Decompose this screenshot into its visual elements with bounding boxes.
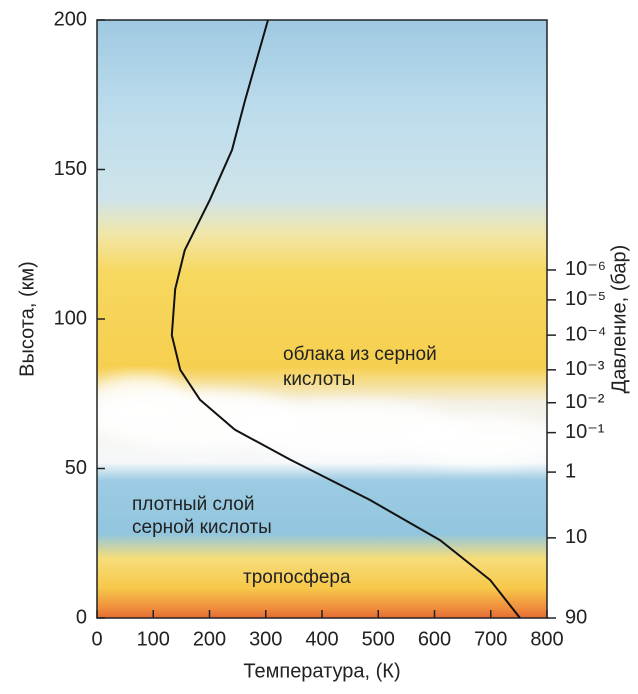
pressure-tick-label: 10⁻³ (565, 358, 605, 380)
x-tick-label: 200 (193, 628, 226, 650)
x-tick-label: 700 (474, 628, 507, 650)
x-tick-label: 800 (530, 628, 563, 650)
x-tick-label: 0 (91, 628, 102, 650)
pressure-tick-label: 10⁻⁵ (565, 288, 606, 310)
annotation: кислоты (283, 369, 355, 390)
x-tick-label: 600 (418, 628, 451, 650)
y-tick-label: 100 (54, 307, 87, 329)
y-axis-label: Высота, (км) (16, 261, 38, 377)
annotation: облака из серной (283, 344, 437, 365)
clouds (90, 375, 560, 465)
pressure-tick-label: 10⁻⁶ (565, 258, 606, 280)
y-tick-label: 200 (54, 8, 87, 30)
x-axis-label: Температура, (К) (243, 660, 400, 682)
annotation: плотный слой (132, 494, 254, 515)
y-tick-label: 50 (65, 457, 87, 479)
pressure-tick-label: 10⁻⁴ (565, 323, 606, 345)
temperature-line (170, 19, 521, 619)
x-tick-label: 300 (249, 628, 282, 650)
pressure-tick-label: 1 (565, 460, 576, 482)
pressure-tick-label: 10 (565, 526, 587, 548)
pressure-tick-label: 90 (565, 606, 587, 628)
y-tick-label: 150 (54, 158, 87, 180)
y-tick-label: 0 (76, 606, 87, 628)
x-tick-label: 100 (137, 628, 170, 650)
pressure-tick-label: 10⁻¹ (565, 421, 605, 443)
x-tick-label: 400 (305, 628, 338, 650)
annotation: серной кислоты (132, 517, 272, 538)
pressure-tick-label: 10⁻² (565, 391, 605, 413)
x-tick-label: 500 (362, 628, 395, 650)
pressure-axis-label: Давление, (бар) (608, 245, 630, 394)
annotation: тропосфера (243, 567, 351, 588)
